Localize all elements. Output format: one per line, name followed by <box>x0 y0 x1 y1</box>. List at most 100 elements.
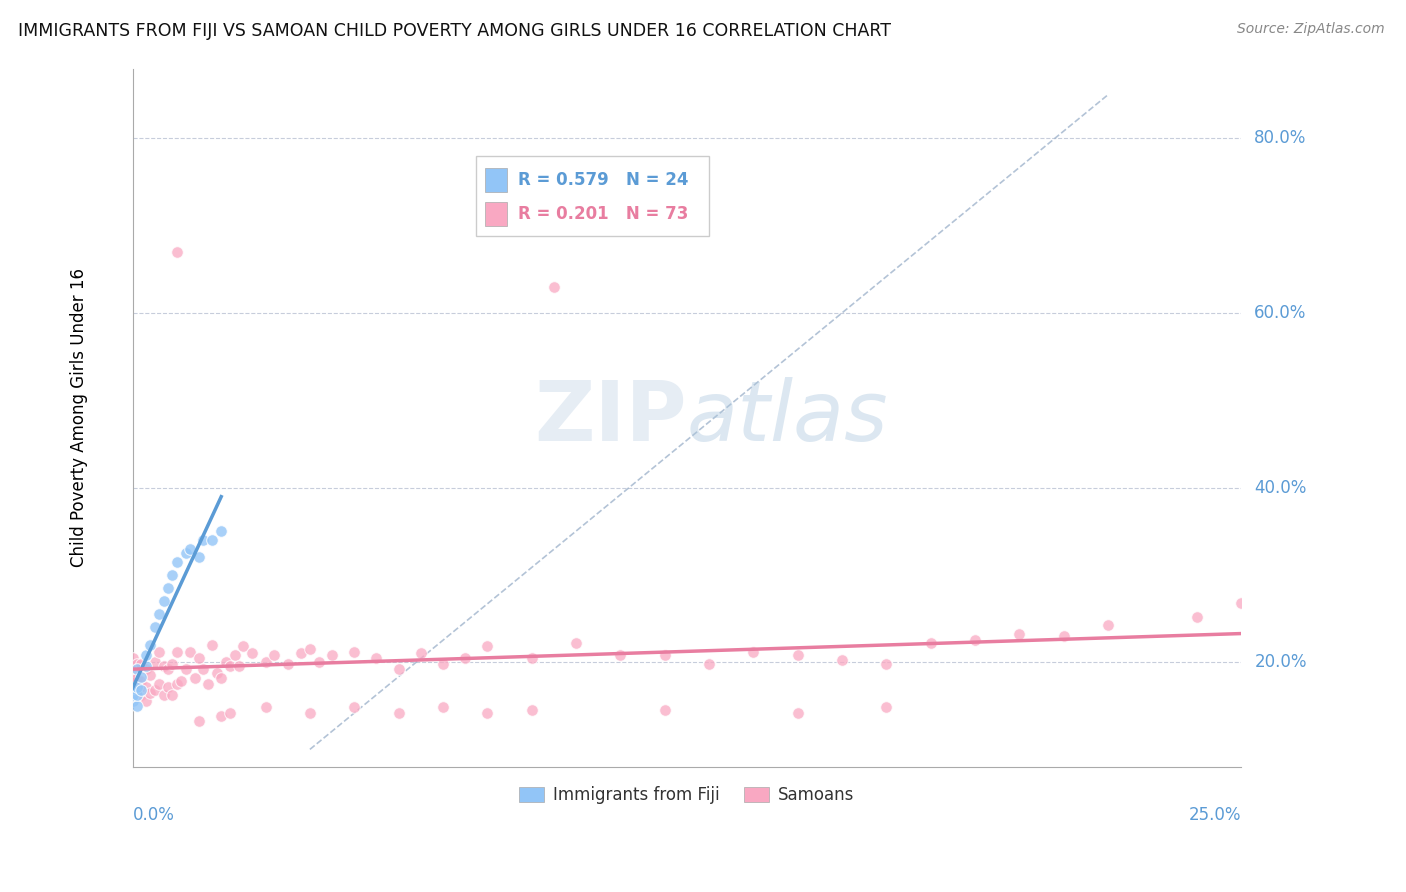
Point <box>193 662 215 676</box>
Point <box>152 594 174 608</box>
FancyBboxPatch shape <box>477 156 709 236</box>
Point <box>1053 629 1076 643</box>
Text: IMMIGRANTS FROM FIJI VS SAMOAN CHILD POVERTY AMONG GIRLS UNDER 16 CORRELATION CH: IMMIGRANTS FROM FIJI VS SAMOAN CHILD POV… <box>18 22 891 40</box>
Point <box>875 700 897 714</box>
Point <box>321 648 343 662</box>
Point <box>121 694 143 708</box>
Point <box>162 688 184 702</box>
Legend: Immigrants from Fiji, Samoans: Immigrants from Fiji, Samoans <box>513 780 860 811</box>
Point <box>254 655 277 669</box>
Point <box>697 657 720 671</box>
Text: 25.0%: 25.0% <box>1188 806 1241 824</box>
Text: 20.0%: 20.0% <box>1254 653 1306 671</box>
Point <box>148 645 170 659</box>
Point <box>121 650 143 665</box>
Point <box>125 698 148 713</box>
Point <box>343 700 366 714</box>
Point <box>298 706 321 720</box>
Point <box>432 700 454 714</box>
Point <box>209 709 232 723</box>
Point <box>143 683 166 698</box>
Point <box>201 533 224 547</box>
Point <box>432 657 454 671</box>
Point <box>963 633 986 648</box>
Point <box>125 671 148 685</box>
Bar <box>485 168 508 192</box>
Point <box>543 279 565 293</box>
Point <box>477 706 499 720</box>
Point <box>263 648 285 662</box>
Point <box>188 714 211 729</box>
Text: Child Poverty Among Girls Under 16: Child Poverty Among Girls Under 16 <box>70 268 89 567</box>
Point <box>240 646 263 660</box>
Point <box>205 665 228 680</box>
Point <box>135 659 157 673</box>
Point <box>131 683 153 698</box>
Text: R = 0.579   N = 24: R = 0.579 N = 24 <box>519 171 689 189</box>
Point <box>188 550 211 565</box>
Point <box>156 680 179 694</box>
Point <box>121 673 143 687</box>
Point <box>135 648 157 662</box>
Point <box>125 680 148 694</box>
Point <box>148 607 170 621</box>
Point <box>201 638 224 652</box>
Point <box>174 662 197 676</box>
Point <box>121 681 143 696</box>
Point <box>131 688 153 702</box>
Point <box>228 659 250 673</box>
Point <box>152 688 174 702</box>
Point <box>135 694 157 708</box>
Point <box>831 653 853 667</box>
Point <box>409 646 432 660</box>
Point <box>565 636 588 650</box>
Point <box>156 581 179 595</box>
Point <box>135 680 157 694</box>
Point <box>277 657 299 671</box>
Point <box>125 688 148 702</box>
Point <box>477 640 499 654</box>
Text: R = 0.201   N = 73: R = 0.201 N = 73 <box>519 205 689 223</box>
Point <box>162 657 184 671</box>
Point <box>209 671 232 685</box>
Point <box>179 645 201 659</box>
Point <box>654 703 676 717</box>
Point <box>366 650 388 665</box>
Point <box>1008 627 1031 641</box>
Point <box>520 703 543 717</box>
Point <box>308 655 330 669</box>
Point <box>786 706 808 720</box>
Point <box>143 620 166 634</box>
Text: 0.0%: 0.0% <box>132 806 174 824</box>
Point <box>166 677 188 691</box>
Point <box>875 657 897 671</box>
Point <box>193 533 215 547</box>
Text: 40.0%: 40.0% <box>1254 478 1306 497</box>
Point <box>188 650 211 665</box>
Point <box>254 700 277 714</box>
Text: Source: ZipAtlas.com: Source: ZipAtlas.com <box>1237 22 1385 37</box>
Point <box>166 555 188 569</box>
Point <box>1185 609 1208 624</box>
Point <box>139 668 162 682</box>
Point <box>125 662 148 676</box>
Point <box>1097 618 1119 632</box>
Point <box>162 567 184 582</box>
Text: 60.0%: 60.0% <box>1254 304 1306 322</box>
Point <box>131 674 153 689</box>
Point <box>224 648 246 662</box>
Point <box>742 645 765 659</box>
Point <box>786 648 808 662</box>
Point <box>387 706 409 720</box>
Point <box>454 650 477 665</box>
Point <box>166 645 188 659</box>
Point <box>219 706 242 720</box>
Point <box>343 645 366 659</box>
Bar <box>485 202 508 227</box>
Point <box>232 640 254 654</box>
Point <box>125 683 148 698</box>
Point <box>131 670 153 684</box>
Point <box>520 650 543 665</box>
Point <box>290 646 312 660</box>
Point <box>183 671 205 685</box>
